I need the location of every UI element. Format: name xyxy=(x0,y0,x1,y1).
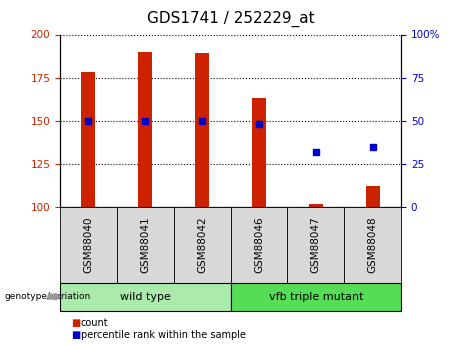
Text: GSM88041: GSM88041 xyxy=(140,217,150,273)
Text: GDS1741 / 252229_at: GDS1741 / 252229_at xyxy=(147,10,314,27)
Bar xyxy=(309,204,323,207)
Text: ■: ■ xyxy=(71,330,81,339)
Bar xyxy=(252,98,266,207)
Text: count: count xyxy=(81,318,108,327)
Bar xyxy=(138,52,152,207)
Text: GSM88048: GSM88048 xyxy=(367,217,378,273)
Text: vfb triple mutant: vfb triple mutant xyxy=(269,292,363,302)
Text: wild type: wild type xyxy=(120,292,171,302)
Text: GSM88046: GSM88046 xyxy=(254,217,264,273)
Text: GSM88047: GSM88047 xyxy=(311,217,321,273)
Text: ■: ■ xyxy=(71,318,81,327)
Text: GSM88042: GSM88042 xyxy=(197,217,207,273)
Bar xyxy=(195,53,209,207)
Bar xyxy=(81,72,95,207)
Text: percentile rank within the sample: percentile rank within the sample xyxy=(81,330,246,339)
Text: GSM88040: GSM88040 xyxy=(83,217,94,273)
Bar xyxy=(366,186,380,207)
Text: genotype/variation: genotype/variation xyxy=(5,292,91,301)
